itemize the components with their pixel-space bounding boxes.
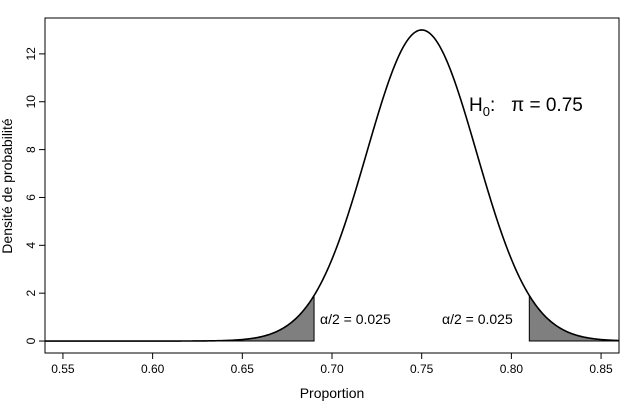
y-tick-label: 8 [24, 146, 38, 153]
x-axis: 0.55 0.60 0.65 0.70 0.75 0.80 0.85 [51, 353, 613, 376]
x-tick-label: 0.70 [320, 362, 344, 376]
y-tick-label: 6 [24, 194, 38, 201]
y-tick-label: 2 [24, 290, 38, 297]
x-tick-label: 0.60 [141, 362, 165, 376]
y-axis-label: Densité de probabilité [0, 118, 15, 254]
y-tick-label: 10 [24, 95, 38, 109]
x-tick-label: 0.75 [410, 362, 434, 376]
hypothesis-rest: : π = 0.75 [490, 95, 583, 116]
hypothesis-label: H0: π = 0.75 [469, 95, 583, 119]
plot-box [44, 17, 620, 354]
hypothesis-subscript: 0 [483, 104, 490, 119]
y-tick-label: 4 [24, 242, 38, 249]
alpha-left-label: α/2 = 0.025 [320, 311, 391, 327]
y-tick-label: 12 [24, 47, 38, 61]
x-tick-label: 0.65 [231, 362, 255, 376]
x-axis-label: Proportion [300, 385, 365, 401]
density-curve [45, 29, 620, 342]
x-tick-label: 0.55 [51, 362, 75, 376]
y-axis: 0 2 4 6 8 10 12 [24, 47, 45, 344]
x-tick-label: 0.85 [589, 362, 613, 376]
x-tick-label: 0.80 [500, 362, 524, 376]
alpha-right-label: α/2 = 0.025 [442, 311, 513, 327]
y-tick-label: 0 [24, 337, 38, 344]
hypothesis-h: H [469, 95, 483, 116]
